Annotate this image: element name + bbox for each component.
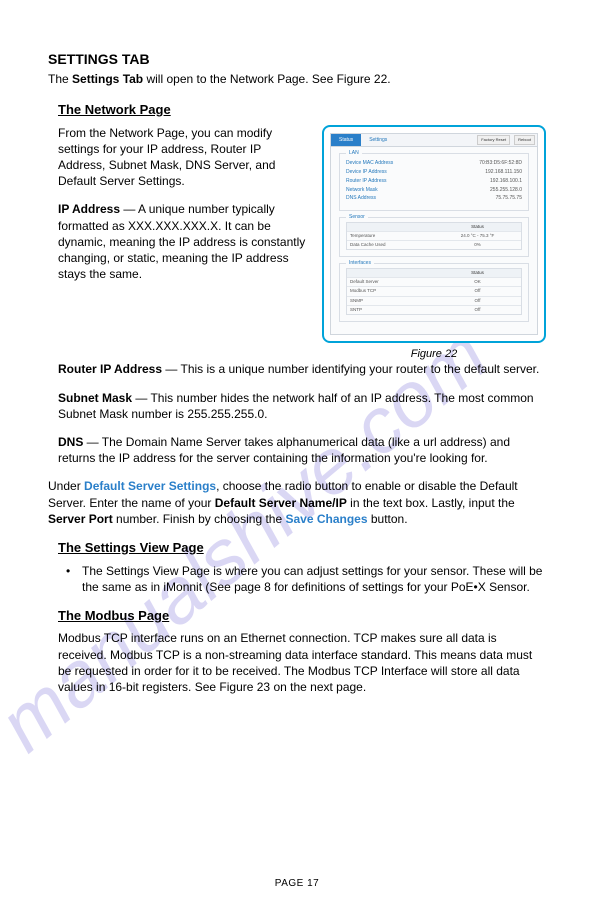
sensor-label: Sensor — [346, 214, 368, 221]
ds-bold1: Default Server Name/IP — [215, 496, 347, 510]
tab-status: Status — [331, 134, 361, 147]
page-title: SETTINGS TAB — [48, 50, 546, 69]
ds-link2: Save Changes — [285, 512, 367, 526]
interfaces-label: Interfaces — [346, 260, 374, 267]
network-p1: From the Network Page, you can modify se… — [58, 125, 308, 190]
modbus-p: Modbus TCP interface runs on an Ethernet… — [58, 630, 546, 695]
sensor-row: Data Cache Used0% — [347, 240, 521, 249]
sensor-hdr: Status — [434, 223, 521, 231]
sensor-section: Sensor Status Temperature24.0 °C - 75.3 … — [339, 217, 529, 257]
intro-post: will open to the Network Page. See Figur… — [143, 72, 390, 86]
btn-factory-reset: Factory Reset — [477, 135, 510, 144]
figure-22: Status Settings Factory Reset Reboot LAN… — [322, 125, 546, 343]
figure-tabbar: Status Settings Factory Reset Reboot — [331, 134, 537, 148]
interface-row: SNMPOff — [347, 296, 521, 305]
dns-para: DNS — The Domain Name Server takes alpha… — [58, 434, 546, 466]
subnet-label: Subnet Mask — [58, 391, 132, 405]
ip-label: IP Address — [58, 202, 120, 216]
intro-bold: Settings Tab — [72, 72, 143, 86]
tab-settings: Settings — [361, 134, 395, 147]
router-text: — This is a unique number identifying yo… — [162, 362, 539, 376]
router-label: Router IP Address — [58, 362, 162, 376]
lan-section: LAN Device MAC Address70:B3:D5:6F:52:8D D… — [339, 153, 529, 211]
lan-row: Device MAC Address70:B3:D5:6F:52:8D — [346, 160, 522, 167]
modbus-heading: The Modbus Page — [58, 607, 546, 625]
btn-reboot: Reboot — [514, 135, 535, 144]
interface-row: SNTPOff — [347, 305, 521, 314]
interfaces-section: Interfaces Status Default ServerOKModbus… — [339, 263, 529, 321]
ds-pre: Under — [48, 479, 84, 493]
settings-view-bullet: The Settings View Page is where you can … — [82, 563, 546, 595]
intro-pre: The — [48, 72, 72, 86]
lan-row: Network Mask255.255.128.0 — [346, 187, 522, 194]
sensor-row: Temperature24.0 °C - 75.3 °F — [347, 231, 521, 240]
settings-view-heading: The Settings View Page — [58, 539, 546, 557]
ds-mid2: in the text box. Lastly, input the — [347, 496, 515, 510]
default-server-para: Under Default Server Settings, choose th… — [48, 478, 546, 527]
network-heading: The Network Page — [58, 101, 546, 119]
interfaces-hdr: Status — [434, 269, 521, 277]
lan-row: Router IP Address192.168.100.1 — [346, 178, 522, 185]
lan-row: DNS Address75.75.75.75 — [346, 195, 522, 202]
ip-para: IP Address — A unique number typically f… — [58, 201, 308, 282]
ds-link: Default Server Settings — [84, 479, 216, 493]
dns-label: DNS — [58, 435, 83, 449]
page-footer: PAGE 17 — [0, 877, 594, 891]
ds-bold2: Server Port — [48, 512, 113, 526]
figure-caption: Figure 22 — [322, 347, 546, 362]
subnet-para: Subnet Mask — This number hides the netw… — [58, 390, 546, 422]
lan-row: Device IP Address192.168.111.150 — [346, 169, 522, 176]
ds-mid3: number. Finish by choosing the — [113, 512, 286, 526]
lan-label: LAN — [346, 150, 362, 157]
interface-row: Modbus TCPOff — [347, 286, 521, 295]
dns-text: — The Domain Name Server takes alphanume… — [58, 435, 510, 465]
interface-row: Default ServerOK — [347, 277, 521, 286]
router-para: Router IP Address — This is a unique num… — [58, 361, 546, 377]
ds-post: button. — [368, 512, 408, 526]
intro-line: The Settings Tab will open to the Networ… — [48, 71, 546, 87]
